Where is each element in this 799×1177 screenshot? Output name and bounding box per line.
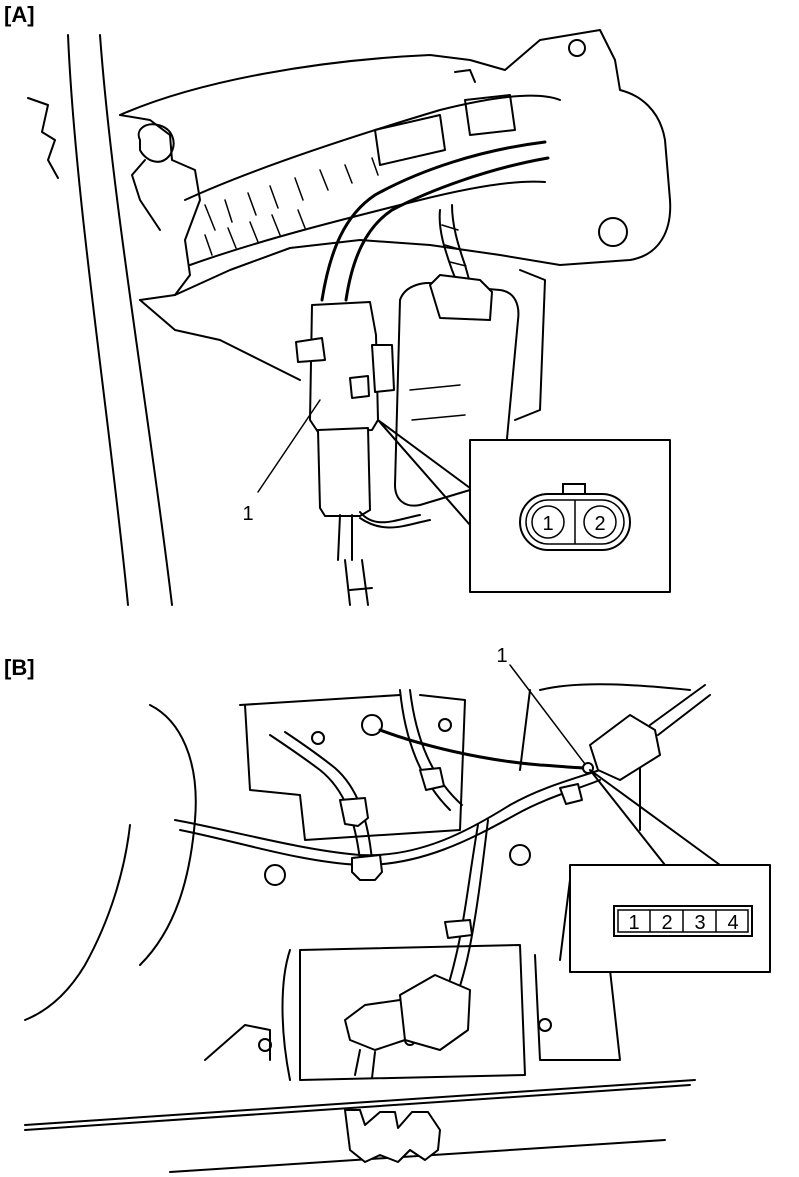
bracket-body — [119, 29, 672, 301]
body-panel-right-edge — [519, 689, 531, 771]
body-panel-lower-left — [281, 949, 291, 1081]
pin-b3-label: 3 — [694, 912, 705, 934]
panel-a-label: [A] — [4, 2, 35, 27]
bracket-hole-top — [568, 39, 586, 57]
callout-b-leader — [509, 664, 586, 765]
pin-b4-label: 4 — [727, 912, 738, 934]
pin-1-label: 1 — [542, 513, 553, 535]
body-left-outer — [24, 824, 131, 1021]
pillar-edge-inner — [99, 34, 173, 606]
sensor-wire-a — [438, 209, 461, 291]
tube-upper-edge — [184, 94, 561, 201]
body-panel-lower-right — [534, 954, 621, 1061]
sensor-ribs — [409, 384, 466, 421]
tube-ribbing — [204, 157, 379, 256]
connector-latch-right — [371, 344, 395, 393]
harness-clip-4 — [559, 783, 583, 805]
sensor-wire-twist — [441, 224, 467, 267]
callout-a-leader — [257, 399, 321, 493]
connector-latch-left — [295, 337, 326, 363]
hole-5 — [258, 1038, 272, 1052]
pillar-edge-outer — [67, 34, 129, 606]
sensor-wire-b — [451, 204, 473, 291]
harness-branch-mid-a — [399, 689, 451, 811]
harness-clip-5 — [444, 919, 473, 939]
harness-clip-2 — [339, 797, 369, 827]
bracket-hole-right — [598, 217, 628, 247]
sensor-mount — [514, 269, 546, 421]
body-panel-upper — [244, 694, 466, 841]
pin-b1-label: 1 — [628, 912, 639, 934]
harness-main-lower — [179, 779, 601, 867]
clip-head — [137, 123, 175, 163]
pin-1-circle — [531, 505, 565, 539]
inset-a-pointer — [377, 419, 471, 526]
callout-a-number: 1 — [242, 503, 253, 525]
lower-connector-leads — [354, 1049, 376, 1079]
bolt-2 — [438, 718, 452, 732]
connector-key — [562, 483, 586, 495]
callout-b-number: 1 — [496, 645, 507, 667]
harness-branch-left-a — [269, 734, 361, 861]
harness-branch-left-b — [284, 731, 373, 861]
pin-2-label: 2 — [594, 513, 605, 535]
panel-b-illustration: 1 1 2 3 4 — [24, 645, 771, 1173]
harness-main-upper — [174, 769, 601, 857]
floor-rail-upper — [24, 1079, 696, 1131]
right-component — [589, 714, 661, 781]
bracket-lower-edge — [139, 299, 301, 381]
body-panel-top — [239, 694, 401, 706]
lower-connector-mate — [344, 999, 406, 1051]
pillar-notch — [27, 97, 59, 179]
right-component-wire-b — [657, 694, 711, 736]
bracket-left-edge — [119, 114, 201, 296]
harness-clip-3 — [419, 767, 445, 791]
connector-lock-tab — [349, 375, 370, 399]
panel-b-label: [B] — [4, 655, 35, 680]
connector-lead-wires — [337, 511, 431, 561]
harness-wire-b — [344, 156, 550, 302]
connector-lead-bottom — [344, 559, 373, 606]
right-component-wire-a — [649, 684, 706, 726]
hole-2 — [264, 864, 286, 886]
body-left-curve — [139, 704, 197, 966]
tube-window — [374, 114, 446, 166]
inset-b-pointer — [589, 769, 721, 866]
body-panel-lower — [299, 944, 526, 1081]
hole-3 — [509, 844, 531, 866]
harness-wire-a — [320, 140, 547, 302]
pin-b2-label: 2 — [661, 912, 672, 934]
bracket-tab — [454, 69, 476, 83]
inset-b-connector-face: 1 2 3 4 — [613, 905, 753, 937]
floor-clip — [344, 1109, 441, 1163]
pin-2-circle — [583, 505, 617, 539]
sensor-cap — [429, 274, 493, 321]
hole-1 — [361, 714, 383, 736]
panel-a-illustration: 1 1 2 — [27, 29, 672, 606]
body-panel-right-top — [539, 683, 691, 691]
harness-clip-1 — [351, 854, 383, 881]
tube-lower-edge — [189, 180, 546, 266]
lower-connector — [399, 974, 471, 1051]
hole-4 — [538, 1018, 552, 1032]
harness-branch-mid-b — [409, 689, 463, 806]
clip-body — [131, 159, 161, 231]
connector-mate-half — [317, 427, 371, 517]
bolt-1 — [311, 731, 325, 745]
tube-window-2 — [464, 94, 516, 136]
target-wire — [378, 728, 590, 770]
connector-body — [309, 301, 379, 433]
inset-a-connector-face: 1 2 — [519, 483, 631, 551]
